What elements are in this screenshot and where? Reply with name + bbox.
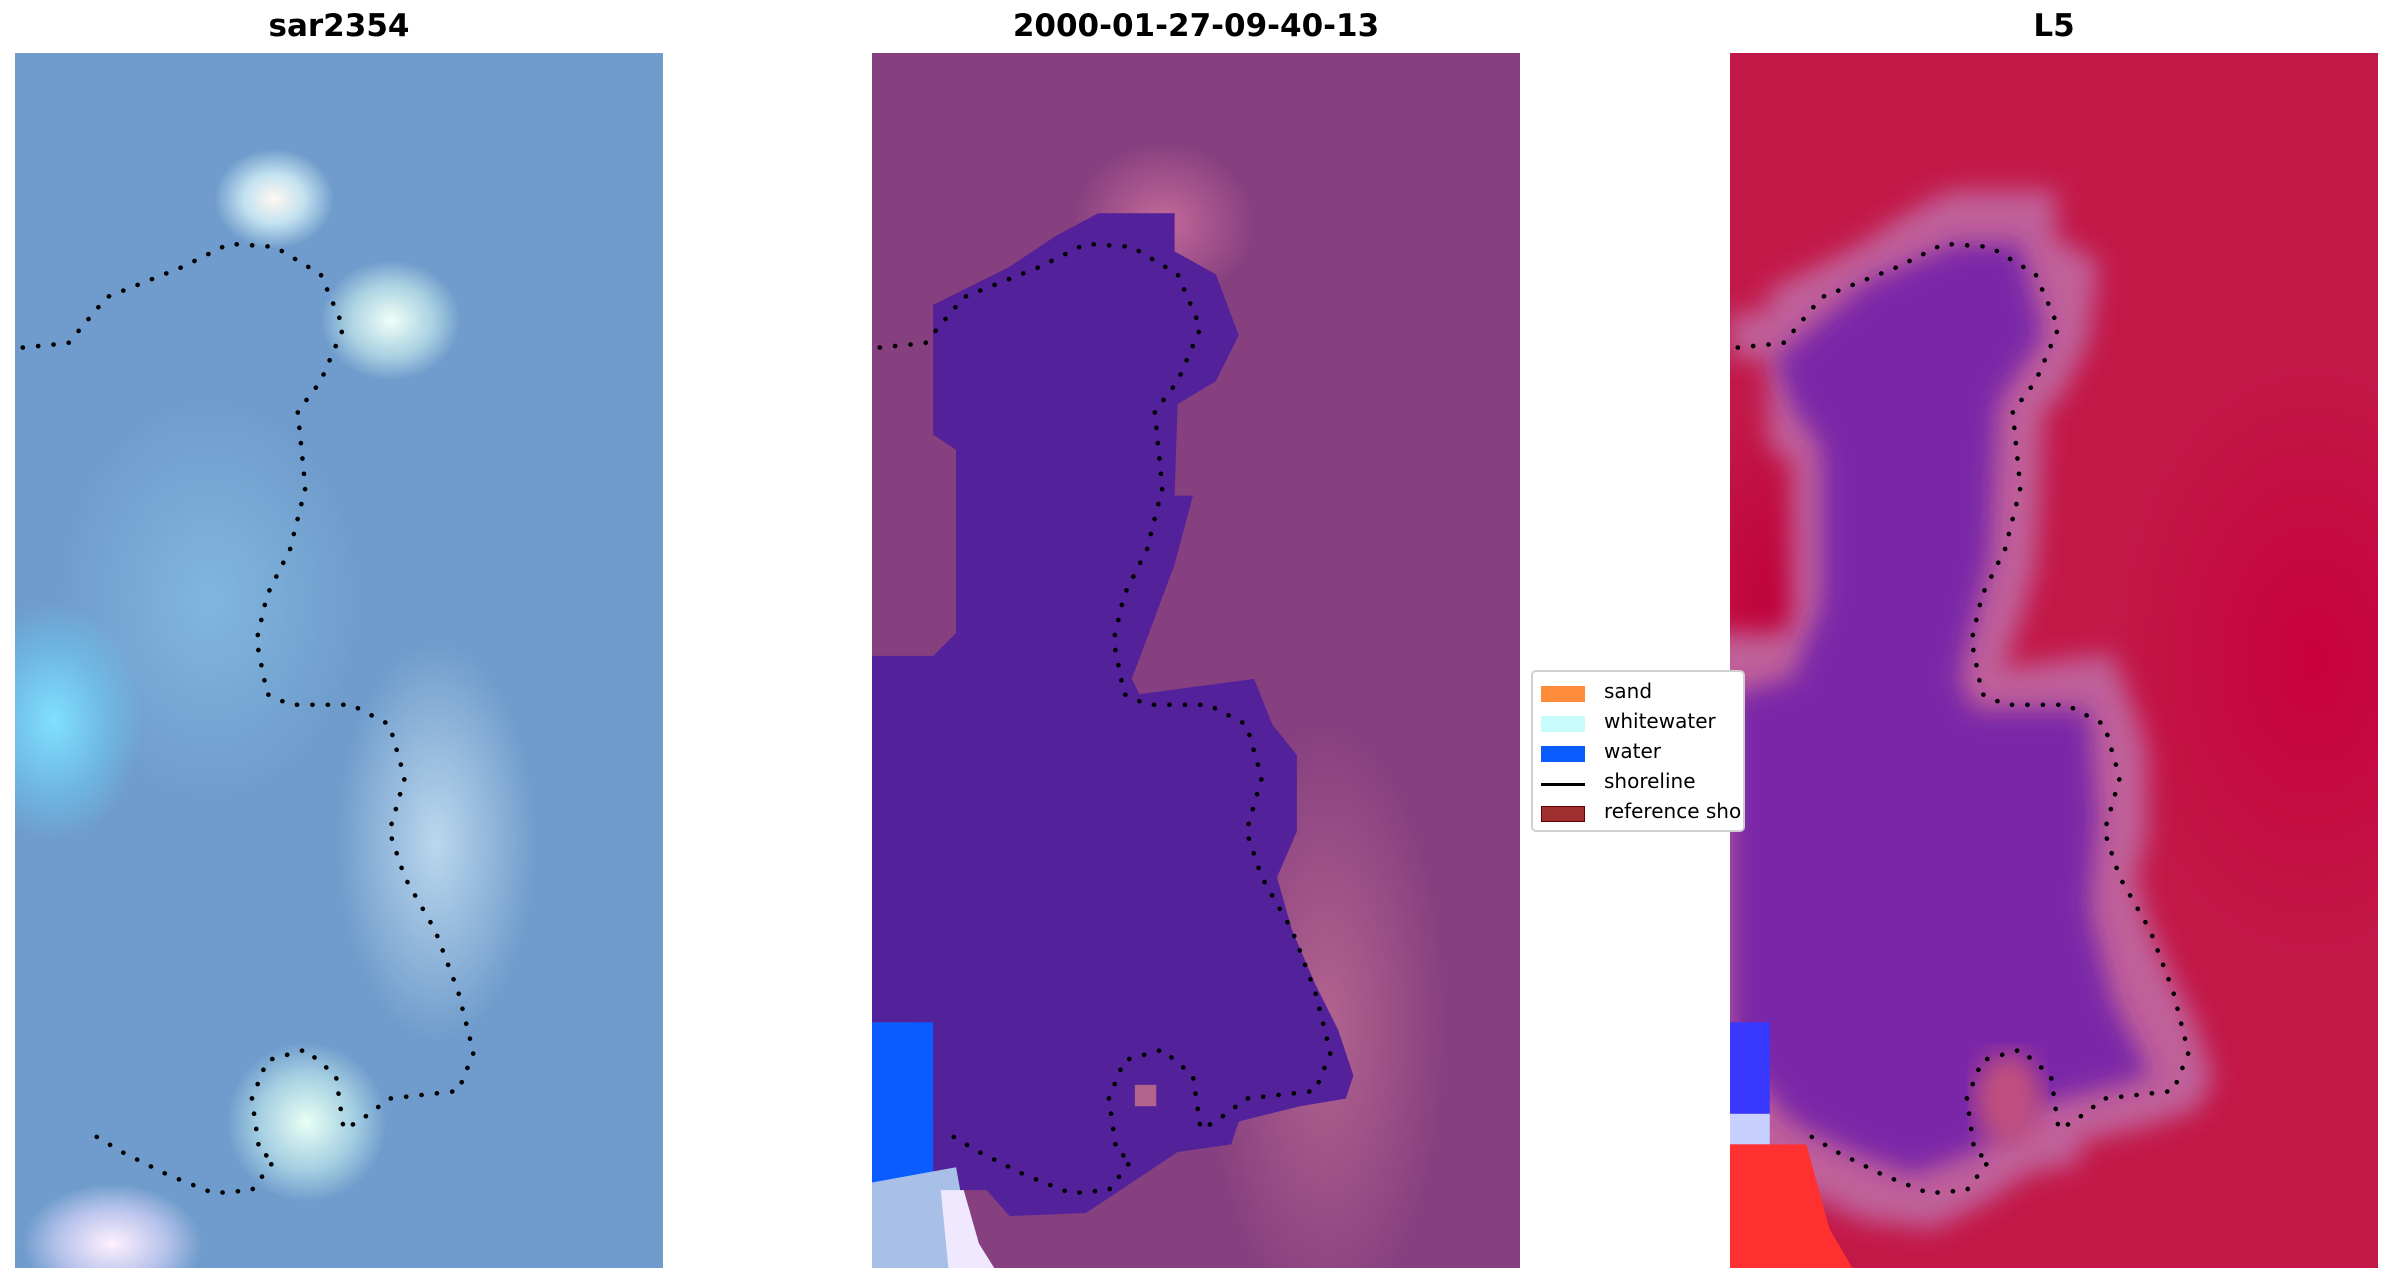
- whitewater-swatch: [1541, 716, 1585, 732]
- shoreline-dots: [15, 244, 473, 1193]
- water-blue-patch: [872, 1022, 934, 1183]
- water-class-region: [872, 213, 1354, 1217]
- purple-interior-region: [1730, 243, 2151, 1175]
- legend-label: water: [1604, 739, 1661, 763]
- sand-swatch: [1541, 686, 1585, 702]
- non-water-gap: [1134, 1084, 1157, 1107]
- legend-label: reference shoreline: [1604, 799, 1745, 823]
- panel-title-date: 2000-01-27-09-40-13: [1012, 8, 1380, 44]
- blue-pixel-block: [1730, 1022, 1770, 1114]
- legend-label: sand: [1604, 679, 1653, 703]
- whitewater-pixel-patch: [940, 1190, 995, 1268]
- legend-label: whitewater: [1604, 709, 1716, 733]
- classified-image-panel: [872, 53, 1520, 1268]
- sar-image-panel: [15, 53, 663, 1268]
- pink-interior-blob: [1974, 1052, 2042, 1145]
- shoreline-line-swatch: [1541, 783, 1585, 786]
- red-pixel-block: [1730, 1144, 1853, 1268]
- panel-title-sar: sar2354: [268, 8, 410, 44]
- water-swatch: [1541, 746, 1585, 762]
- reference-shoreline-swatch: [1541, 806, 1585, 822]
- white-pixel-block: [1730, 1113, 1770, 1145]
- panel-title-l5: L5: [2033, 8, 2075, 44]
- legend-label: shoreline: [1604, 769, 1696, 793]
- legend: sand whitewater water shoreline referenc…: [1531, 670, 1745, 832]
- l5-image-panel: [1730, 53, 2378, 1268]
